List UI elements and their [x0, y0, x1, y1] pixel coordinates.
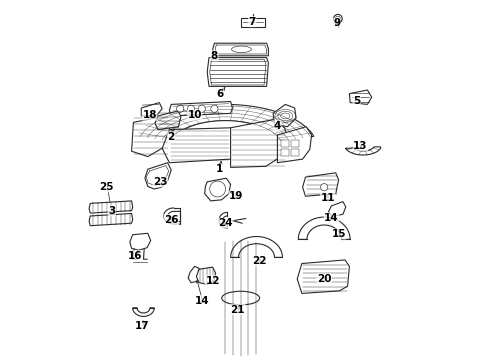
- Polygon shape: [213, 43, 269, 56]
- Text: 10: 10: [187, 110, 202, 120]
- Text: 7: 7: [248, 17, 256, 27]
- Polygon shape: [162, 128, 238, 163]
- Polygon shape: [137, 104, 314, 141]
- Polygon shape: [89, 201, 133, 213]
- Polygon shape: [273, 104, 296, 127]
- Polygon shape: [145, 163, 171, 189]
- Text: 22: 22: [252, 256, 267, 266]
- Polygon shape: [303, 173, 339, 196]
- Text: 9: 9: [333, 18, 341, 28]
- Text: 23: 23: [153, 177, 168, 187]
- Circle shape: [211, 105, 218, 112]
- Circle shape: [210, 181, 225, 197]
- Text: 21: 21: [231, 305, 245, 315]
- Text: 14: 14: [324, 213, 339, 223]
- Text: 25: 25: [99, 182, 114, 192]
- Text: 13: 13: [353, 141, 368, 151]
- Polygon shape: [132, 115, 170, 157]
- Text: 8: 8: [211, 51, 218, 61]
- Bar: [281, 140, 289, 147]
- Text: 16: 16: [128, 251, 143, 261]
- Ellipse shape: [231, 46, 251, 53]
- Polygon shape: [89, 213, 133, 226]
- Text: 14: 14: [195, 296, 209, 306]
- Bar: [291, 140, 299, 147]
- Text: 11: 11: [320, 193, 335, 203]
- Circle shape: [334, 14, 342, 23]
- Polygon shape: [196, 267, 216, 284]
- Polygon shape: [141, 103, 162, 116]
- Polygon shape: [155, 111, 181, 130]
- Polygon shape: [133, 308, 154, 316]
- Polygon shape: [207, 58, 269, 86]
- Polygon shape: [298, 217, 350, 239]
- Text: 2: 2: [168, 132, 175, 142]
- Text: 3: 3: [108, 206, 116, 216]
- Text: 5: 5: [353, 96, 360, 106]
- Polygon shape: [349, 90, 372, 104]
- Polygon shape: [231, 237, 282, 257]
- Text: 19: 19: [229, 191, 243, 201]
- Text: 18: 18: [143, 110, 157, 120]
- Polygon shape: [188, 266, 200, 283]
- Circle shape: [320, 184, 328, 191]
- Bar: [291, 149, 299, 156]
- Polygon shape: [231, 120, 288, 167]
- Polygon shape: [242, 18, 265, 27]
- Bar: [281, 149, 289, 156]
- Polygon shape: [277, 127, 312, 163]
- Polygon shape: [170, 102, 232, 116]
- Circle shape: [187, 105, 195, 112]
- Circle shape: [198, 105, 205, 112]
- Text: 24: 24: [218, 218, 233, 228]
- Polygon shape: [297, 260, 349, 293]
- Text: 6: 6: [216, 89, 223, 99]
- Text: 12: 12: [205, 276, 220, 286]
- Ellipse shape: [222, 291, 260, 305]
- Text: 1: 1: [216, 164, 223, 174]
- Text: 17: 17: [135, 321, 150, 331]
- Text: 15: 15: [331, 229, 346, 239]
- Polygon shape: [328, 202, 346, 217]
- Polygon shape: [345, 147, 381, 155]
- Text: 26: 26: [164, 215, 178, 225]
- Polygon shape: [130, 233, 151, 250]
- Circle shape: [176, 105, 184, 112]
- Polygon shape: [205, 178, 231, 201]
- Text: 4: 4: [274, 121, 281, 131]
- Text: 20: 20: [317, 274, 331, 284]
- Circle shape: [335, 16, 341, 21]
